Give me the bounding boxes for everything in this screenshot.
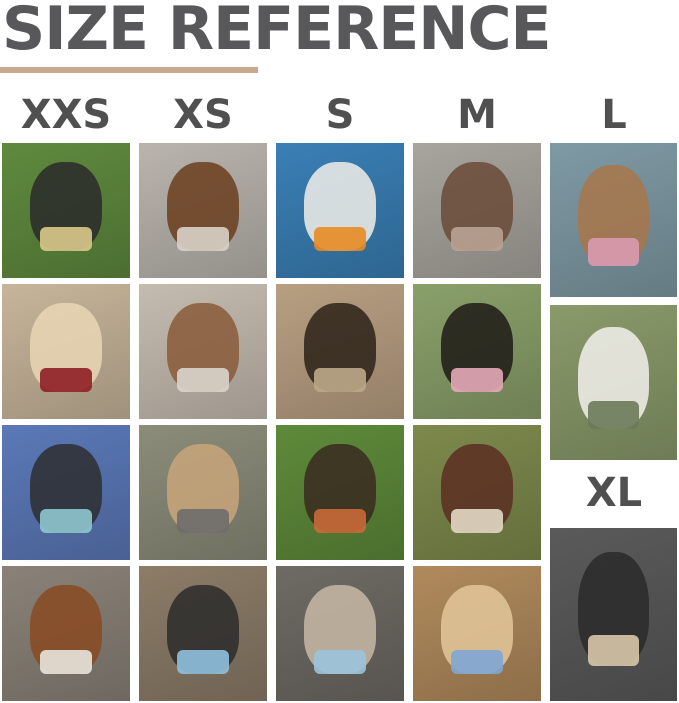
dog-photo-xs: [139, 284, 267, 419]
size-label-xs: XS: [173, 92, 233, 138]
harness: [314, 367, 366, 392]
harness: [451, 226, 503, 251]
size-label-xl: XL: [585, 470, 643, 516]
dog-photo-l: [550, 143, 677, 297]
dog-photo-xxs: [2, 143, 130, 278]
dog-photo-xs: [139, 143, 267, 278]
harness: [314, 508, 366, 533]
size-label-s: S: [325, 92, 355, 138]
dog-photo-s: [276, 143, 404, 278]
dog-photo-s: [276, 425, 404, 560]
harness: [177, 508, 229, 533]
size-label-l: L: [601, 92, 627, 138]
dog-photo-xs: [139, 566, 267, 701]
harness: [588, 238, 639, 267]
title-underline: [0, 67, 258, 73]
harness: [314, 226, 366, 251]
harness: [451, 508, 503, 533]
dog-photo-m: [413, 284, 541, 419]
dog-photo-s: [276, 284, 404, 419]
harness: [40, 367, 92, 392]
harness: [177, 367, 229, 392]
dog-photo-s: [276, 566, 404, 701]
dog-photo-l: [550, 305, 677, 460]
dog-photo-m: [413, 425, 541, 560]
dog-photo-xxs: [2, 425, 130, 560]
dog-photo-m: [413, 143, 541, 278]
harness: [588, 401, 639, 429]
harness: [451, 367, 503, 392]
harness: [40, 226, 92, 251]
dog-photo-xl: [550, 528, 677, 701]
harness: [40, 508, 92, 533]
size-label-m: M: [457, 92, 497, 138]
page-title: SIZE REFERENCE: [2, 0, 551, 64]
dog-photo-xxs: [2, 566, 130, 701]
harness: [451, 649, 503, 674]
harness: [177, 649, 229, 674]
size-label-xxs: XXS: [20, 92, 112, 138]
dog-photo-xxs: [2, 284, 130, 419]
dog-photo-m: [413, 566, 541, 701]
harness: [177, 226, 229, 251]
harness: [40, 649, 92, 674]
harness: [588, 635, 639, 667]
dog-photo-xs: [139, 425, 267, 560]
harness: [314, 649, 366, 674]
